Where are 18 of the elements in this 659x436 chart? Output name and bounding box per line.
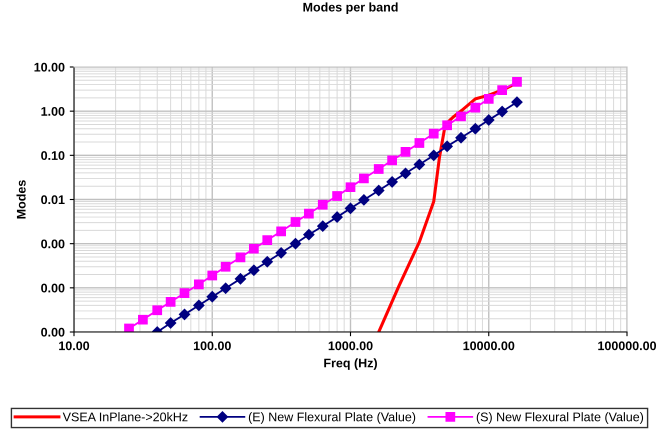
y-axis-title: Modes (16, 180, 26, 218)
y-tick-label: 0.00 (41, 239, 64, 248)
x-axis-title: Freq (Hz) (324, 358, 377, 370)
y-tick-label: 10.00 (34, 62, 64, 72)
y-tick-label: 0.01 (41, 195, 65, 204)
legend-label: (E) New Flexural Plate (Value) (248, 412, 416, 424)
y-tick-label: 1.00 (41, 106, 64, 116)
x-tick-label: 100.00 (194, 341, 231, 350)
y-tick-label: 0.00 (41, 284, 64, 292)
x-tick-label: 10.00 (59, 341, 90, 350)
x-tick-label: 1000.00 (328, 341, 373, 350)
legend-label: (S) New Flexural Plate (Value) (476, 412, 644, 424)
y-tick-label: 0.10 (41, 151, 64, 160)
chart-title: Modes per band (303, 2, 398, 14)
legend-label: VSEA InPlane->20kHz (62, 412, 188, 422)
x-tick-label: 10000.00 (463, 341, 514, 350)
y-tick-label: 0.00 (41, 328, 64, 337)
x-tick-label: 100000.00 (598, 341, 656, 350)
